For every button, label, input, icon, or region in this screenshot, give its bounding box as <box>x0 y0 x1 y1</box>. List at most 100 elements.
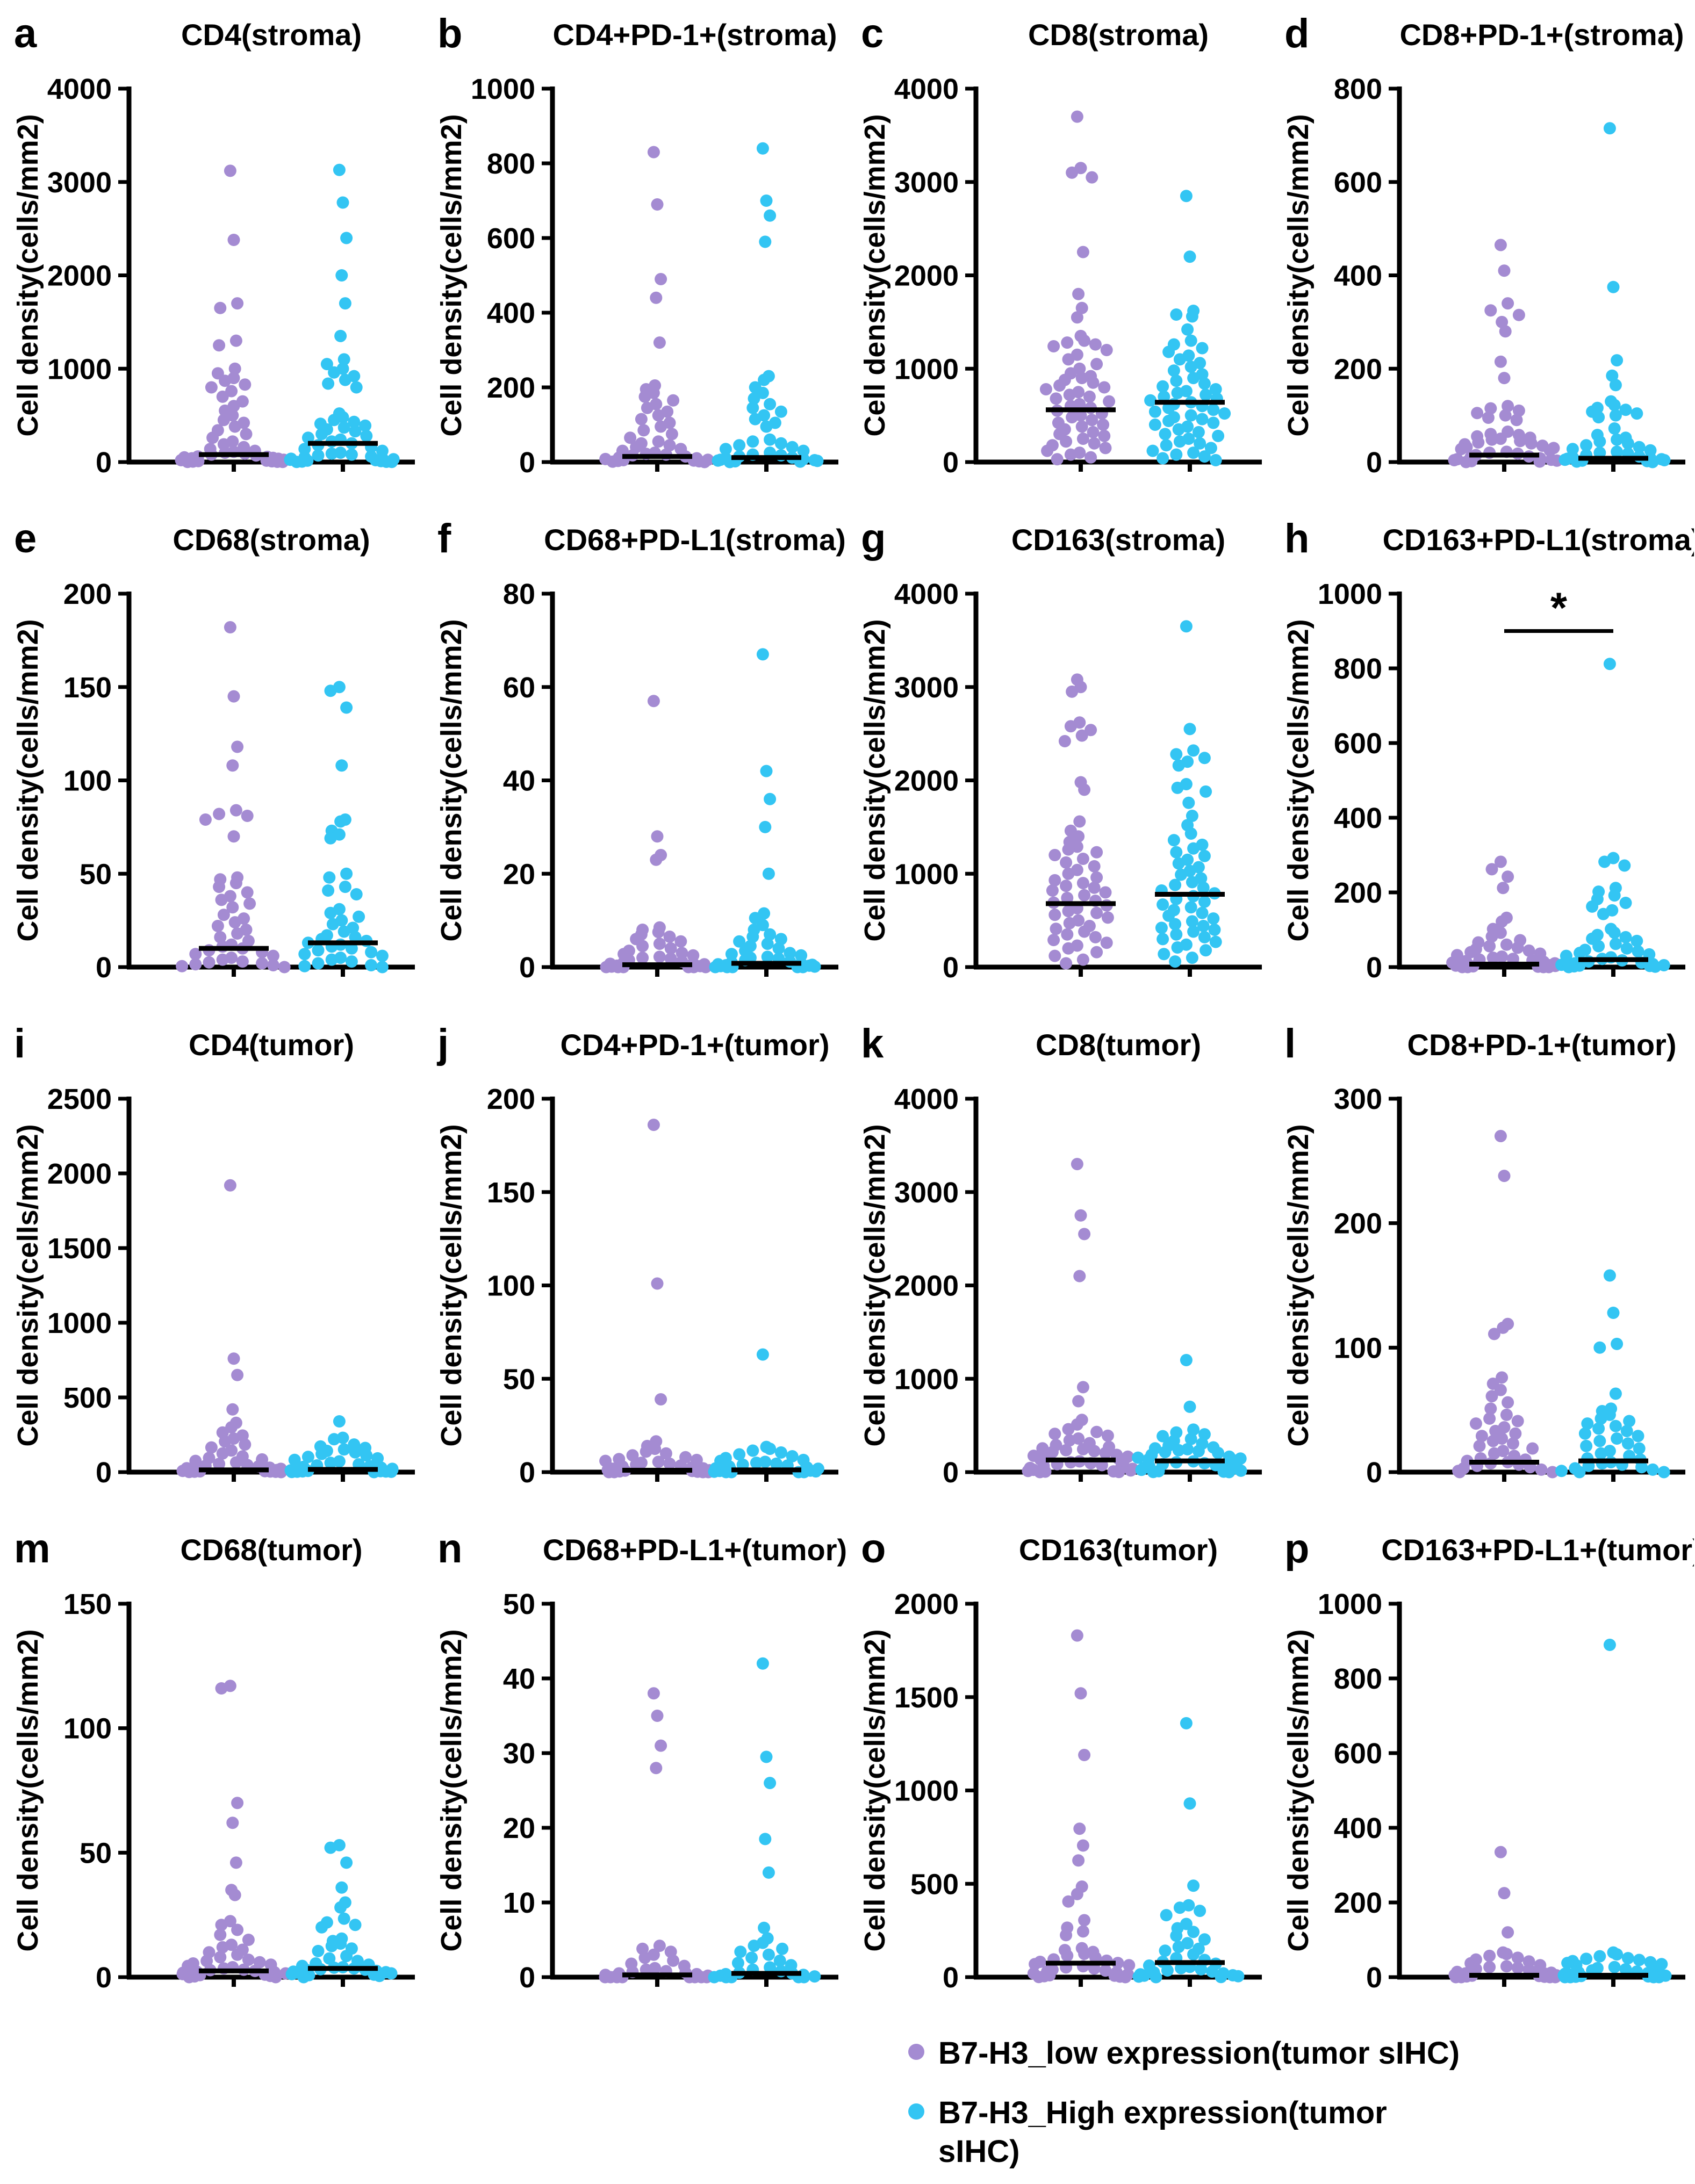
axes <box>550 1097 838 1475</box>
legend-bullet-high-icon <box>908 2103 924 2120</box>
panel-letter: k <box>861 1021 884 1066</box>
y-tick-label: 150 <box>63 1588 112 1620</box>
panel-f-chart: f CD68+PD-L1(stroma) Cell density(cells/mm… <box>435 516 846 984</box>
panel-e: e CD68(stroma) Cell density(cells/mm2) 0 50 1… <box>0 505 423 1010</box>
dot-group-low <box>176 621 291 974</box>
y-tick-label: 0 <box>96 1457 112 1489</box>
axes <box>550 1602 838 1980</box>
y-axis-label: Cell density(cells/mm2) <box>1282 1629 1315 1951</box>
y-tick-label: 2000 <box>894 1588 959 1620</box>
dot-group-high <box>1155 620 1222 968</box>
significance-asterisk: * <box>1550 584 1568 632</box>
legend-item-high-expression: B7-H3_High expression(tumor sIHC) <box>908 2094 1695 2172</box>
y-tick-label: 1000 <box>1318 1588 1382 1620</box>
y-axis-label: Cell density(cells/mm2) <box>435 114 468 436</box>
panel-b-chart: b CD4+PD-1+(stroma) Cell density(cells/mm2… <box>435 11 838 479</box>
dot-group-high <box>1132 1354 1247 1479</box>
y-axis-label: Cell density(cells/mm2) <box>859 1124 891 1446</box>
y-tick-label: 0 <box>96 952 112 984</box>
panel-title: CD163(tumor) <box>1019 1533 1218 1567</box>
panel-b: b CD4+PD-1+(stroma) Cell density(cells/mm2… <box>423 0 847 505</box>
y-tick-label: 400 <box>1334 1812 1382 1844</box>
y-tick-label: 0 <box>519 952 535 984</box>
y-tick-label: 3000 <box>894 672 959 704</box>
y-tick-label: 0 <box>1366 446 1382 479</box>
axes <box>126 1097 415 1475</box>
dot-group-high <box>708 1657 821 1984</box>
y-tick-label: 600 <box>1334 1738 1382 1770</box>
dot-group-low <box>1022 1158 1139 1479</box>
axes <box>550 592 838 970</box>
y-tick-label: 600 <box>1334 727 1382 760</box>
axes <box>973 1097 1262 1475</box>
y-tick-label: 60 <box>503 672 535 704</box>
panel-title: CD8+PD-1+(tumor) <box>1407 1028 1677 1062</box>
dot-group-high <box>285 1839 398 1984</box>
y-tick-label: 4000 <box>894 73 959 105</box>
panel-g-chart: g CD163(stroma) Cell density(cells/mm2) 0 10… <box>859 516 1262 984</box>
y-tick-label: 20 <box>503 858 535 890</box>
dot-group-low <box>1452 1130 1559 1479</box>
y-tick-label: 800 <box>1334 1663 1382 1695</box>
axes <box>126 87 415 465</box>
y-tick-label: 10 <box>503 1887 535 1919</box>
panel-letter: h <box>1284 516 1309 561</box>
dot-group-low <box>175 164 290 468</box>
dot-group-high <box>709 648 821 974</box>
y-tick-label: 1000 <box>894 1363 959 1395</box>
y-tick-label: 2000 <box>894 260 959 292</box>
legend: B7-H3_low expression(tumor sIHC) B7-H3_H… <box>908 2034 1695 2172</box>
dot-group-low <box>1446 855 1562 974</box>
panel-letter: o <box>861 1526 886 1572</box>
panel-letter: f <box>437 516 451 561</box>
panel-letter: i <box>14 1021 25 1066</box>
panel-c-chart: c CD8(stroma) Cell density(cells/mm2) 0 1000… <box>859 11 1262 479</box>
figure-grid: a CD4(stroma) Cell density(cells/mm2) 0 1000… <box>0 0 1695 2020</box>
y-tick-label: 40 <box>503 765 535 797</box>
axes <box>1397 87 1685 465</box>
panel-title: CD163+PD-L1+(tumor) <box>1381 1533 1694 1567</box>
panel-o: o CD163(tumor) Cell density(cells/mm2) 0 500… <box>847 1515 1270 2020</box>
y-tick-label: 3000 <box>894 167 959 199</box>
panel-o-chart: o CD163(tumor) Cell density(cells/mm2) 0 500… <box>859 1526 1262 1994</box>
y-tick-label: 1000 <box>1318 578 1382 610</box>
y-axis-label: Cell density(cells/mm2) <box>859 1629 891 1951</box>
y-tick-label: 0 <box>96 1962 112 1994</box>
panel-j: j CD4+PD-1+(tumor) Cell density(cells/mm2)… <box>423 1010 847 1515</box>
dot-group-low <box>599 1119 716 1479</box>
panel-letter: p <box>1284 1526 1309 1572</box>
legend-label-low: B7-H3_low expression(tumor sIHC) <box>938 2036 1460 2071</box>
dot-group-low <box>599 1687 714 1984</box>
y-axis-label: Cell density(cells/mm2) <box>12 114 44 436</box>
panel-letter: a <box>14 11 37 56</box>
axes <box>973 87 1262 465</box>
y-tick-label: 20 <box>503 1812 535 1844</box>
y-tick-label: 50 <box>80 1837 112 1869</box>
y-tick-label: 0 <box>943 1962 959 1994</box>
legend-bullet-low-icon <box>908 2044 924 2060</box>
dot-group-high <box>1557 1639 1672 1984</box>
y-tick-label: 400 <box>487 297 535 329</box>
axes <box>1397 1602 1685 1980</box>
y-axis-label: Cell density(cells/mm2) <box>859 619 891 941</box>
axes <box>126 1602 415 1980</box>
panel-title: CD4+PD-1+(tumor) <box>561 1028 830 1062</box>
panel-a: a CD4(stroma) Cell density(cells/mm2) 0 1000… <box>0 0 423 505</box>
panel-letter: c <box>861 11 884 56</box>
y-tick-label: 1000 <box>47 1307 112 1339</box>
panel-g: g CD163(stroma) Cell density(cells/mm2) 0 10… <box>847 505 1270 1010</box>
y-axis-label: Cell density(cells/mm2) <box>1282 114 1315 436</box>
y-tick-label: 100 <box>63 1713 112 1745</box>
panel-k: k CD8(tumor) Cell density(cells/mm2) 0 1000 2… <box>847 1010 1270 1515</box>
y-tick-label: 4000 <box>47 73 112 105</box>
dot-group-high <box>298 681 389 974</box>
y-tick-label: 0 <box>943 952 959 984</box>
panel-p-chart: p CD163+PD-L1+(tumor) Cell density(cells/m… <box>1282 1526 1695 1994</box>
panel-title: CD68+PD-L1+(tumor) <box>543 1533 847 1567</box>
panel-letter: l <box>1284 1021 1296 1066</box>
y-tick-label: 2000 <box>894 1270 959 1302</box>
y-tick-label: 80 <box>503 578 535 610</box>
y-axis-label: Cell density(cells/mm2) <box>12 1629 44 1951</box>
y-tick-label: 2500 <box>47 1083 112 1115</box>
y-tick-label: 500 <box>63 1382 112 1414</box>
